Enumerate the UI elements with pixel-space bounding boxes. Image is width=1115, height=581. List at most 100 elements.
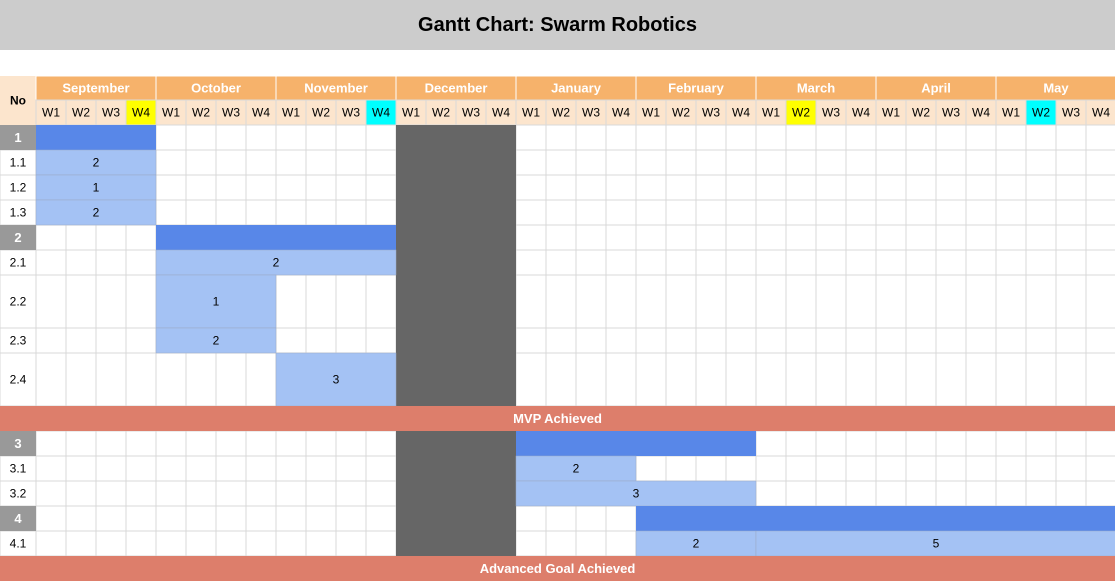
week-header-cell [665, 99, 697, 126]
week-label: W2 [312, 106, 330, 120]
phase-number: 4 [14, 511, 22, 526]
week-label: W2 [672, 106, 690, 120]
week-label: W3 [342, 106, 360, 120]
task-bar [35, 149, 157, 176]
week-label: W3 [822, 106, 840, 120]
week-label: W4 [132, 106, 150, 120]
task-bar-label: 2 [93, 156, 100, 170]
task-bar-label: 2 [213, 334, 220, 348]
task-bar [155, 327, 277, 354]
week-label: W3 [702, 106, 720, 120]
week-header-cell [305, 99, 337, 126]
phase-number: 3 [14, 436, 21, 451]
week-label: W3 [102, 106, 120, 120]
week-label: W2 [1032, 106, 1050, 120]
task-bar [515, 480, 757, 507]
phase-number: 1 [14, 130, 21, 145]
task-bar [515, 455, 637, 482]
week-label: W4 [852, 106, 870, 120]
week-label: W3 [1062, 106, 1080, 120]
phase-number-cell [0, 225, 36, 250]
task-number: 3.1 [10, 462, 27, 476]
month-label: May [1043, 81, 1069, 96]
task-bar-label: 5 [933, 537, 940, 551]
week-label: W3 [582, 106, 600, 120]
phase-number: 2 [14, 230, 21, 245]
phase-number-cell [0, 431, 36, 456]
week-header-cell [215, 99, 247, 126]
week-label: W2 [912, 106, 930, 120]
month-header-cell [755, 75, 877, 101]
task-bar [635, 530, 757, 557]
week-header-cell [755, 99, 787, 126]
week-header-cell [1025, 99, 1057, 126]
task-bar [155, 274, 277, 329]
task-number: 2.1 [10, 256, 27, 270]
week-header-cell [425, 99, 457, 126]
milestone-band [0, 406, 1115, 431]
week-header-cell [785, 99, 817, 126]
week-label: W4 [372, 106, 390, 120]
week-label: W1 [42, 106, 60, 120]
task-number: 4.1 [10, 537, 27, 551]
week-label: W1 [402, 106, 420, 120]
month-label: January [551, 81, 602, 96]
week-label: W4 [252, 106, 270, 120]
month-header-cell [875, 75, 997, 101]
week-label: W3 [222, 106, 240, 120]
week-label: W2 [552, 106, 570, 120]
week-label: W2 [792, 106, 810, 120]
milestone-band [0, 556, 1115, 581]
phase-bar [156, 225, 396, 250]
week-header-cell [695, 99, 727, 126]
month-label: October [191, 81, 241, 96]
task-bar-label: 2 [273, 256, 280, 270]
week-label: W3 [462, 106, 480, 120]
week-label: W2 [192, 106, 210, 120]
phase-bar [36, 125, 156, 150]
week-label: W1 [522, 106, 540, 120]
week-label: W2 [72, 106, 90, 120]
task-number: 2.2 [10, 295, 27, 309]
month-label: March [797, 81, 835, 96]
task-number: 1.1 [10, 156, 27, 170]
week-header-cell [845, 99, 877, 126]
task-bar [755, 530, 1115, 557]
task-bar-label: 2 [573, 462, 580, 476]
week-label: W3 [942, 106, 960, 120]
week-header-cell [635, 99, 667, 126]
week-header-cell [275, 99, 307, 126]
week-label: W1 [162, 106, 180, 120]
week-label: W4 [732, 106, 750, 120]
week-label: W4 [972, 106, 990, 120]
task-bar-label: 2 [693, 537, 700, 551]
task-bar [35, 174, 157, 201]
week-label: W4 [1092, 106, 1110, 120]
task-bar-label: 2 [93, 206, 100, 220]
week-header-cell [1085, 99, 1115, 126]
week-header-cell [395, 99, 427, 126]
week-header-cell [725, 99, 757, 126]
week-label: W1 [282, 106, 300, 120]
week-label: W4 [492, 106, 510, 120]
no-header: No [10, 94, 26, 108]
task-number: 2.3 [10, 334, 27, 348]
week-header-cell [245, 99, 277, 126]
week-label: W1 [642, 106, 660, 120]
task-bar-label: 3 [633, 487, 640, 501]
week-label: W2 [432, 106, 450, 120]
task-number: 1.2 [10, 181, 27, 195]
month-label: September [62, 81, 129, 96]
task-number: 1.3 [10, 206, 27, 220]
week-header-cell [965, 99, 997, 126]
month-label: April [921, 81, 951, 96]
week-header-cell [335, 99, 367, 126]
month-label: December [425, 81, 488, 96]
phase-bar [516, 431, 756, 456]
week-header-cell [185, 99, 217, 126]
blackout-block [396, 431, 516, 556]
week-header-cell [575, 99, 607, 126]
task-bar [155, 249, 397, 276]
task-bar-label: 3 [333, 373, 340, 387]
